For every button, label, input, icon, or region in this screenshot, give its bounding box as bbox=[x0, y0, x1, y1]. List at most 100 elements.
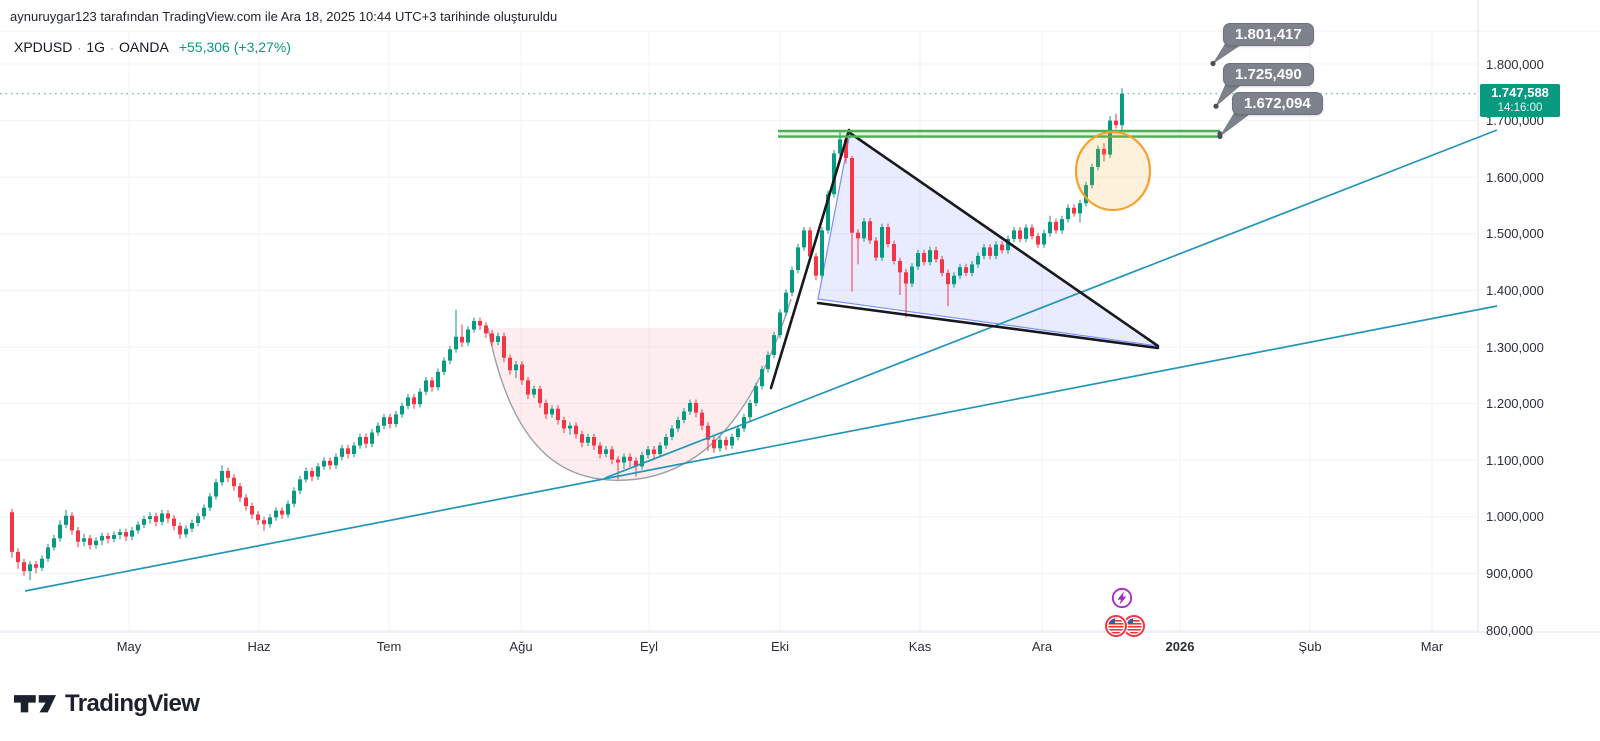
candle-body bbox=[364, 437, 368, 444]
flag-pole-line[interactable] bbox=[769, 128, 851, 390]
candle-body bbox=[286, 503, 290, 515]
callout-anchor-dot[interactable] bbox=[1213, 103, 1219, 109]
callout-anchor-dot[interactable] bbox=[1217, 133, 1223, 139]
symbol-title[interactable]: XPDUSD bbox=[14, 39, 73, 55]
callout-anchor-dot[interactable] bbox=[1210, 60, 1216, 67]
candle-body bbox=[268, 517, 272, 525]
cup-pattern-arc[interactable] bbox=[487, 298, 792, 481]
candle-body bbox=[664, 437, 668, 446]
candle-body bbox=[340, 448, 344, 457]
candle-body bbox=[1072, 207, 1076, 214]
price-target-callout[interactable]: 1.672,094 bbox=[1232, 92, 1323, 115]
cup-pattern-fill[interactable] bbox=[488, 328, 780, 481]
candle-body bbox=[856, 232, 860, 239]
candle-body bbox=[766, 354, 770, 369]
candle-body bbox=[70, 515, 74, 531]
candle-body bbox=[442, 360, 446, 372]
time-tick-label: Mar bbox=[1420, 639, 1444, 654]
candle-body bbox=[796, 247, 800, 270]
time-tick-label: Ara bbox=[1031, 639, 1053, 654]
symbol-legend[interactable]: XPDUSD · 1G · OANDA +55,306 (+3,27%) bbox=[14, 39, 291, 55]
candle-body bbox=[808, 230, 812, 257]
candle-body bbox=[652, 449, 656, 454]
candle-body bbox=[778, 312, 782, 336]
us-flag-event-icon[interactable] bbox=[1104, 614, 1128, 638]
price-tick-label: 800,000 bbox=[1486, 622, 1533, 638]
price-target-callout[interactable]: 1.725,490 bbox=[1223, 63, 1314, 86]
price-target-callout[interactable]: 1.801,417 bbox=[1223, 23, 1314, 46]
pennant-trend-line[interactable] bbox=[816, 301, 1160, 350]
candle-body bbox=[826, 194, 830, 231]
candle-body bbox=[904, 272, 908, 284]
price-tick-label: 1.600,000 bbox=[1486, 169, 1544, 185]
us-flag-art bbox=[1125, 617, 1143, 635]
tradingview-logo[interactable]: TradingView bbox=[14, 690, 200, 718]
resistance-band-fill bbox=[778, 131, 1220, 137]
pennant-trend-line[interactable] bbox=[848, 131, 1160, 348]
candle-body bbox=[130, 530, 134, 537]
candle-body bbox=[1078, 203, 1082, 214]
candle-body bbox=[94, 540, 98, 546]
price-tick-label: 1.500,000 bbox=[1486, 226, 1544, 242]
price-tick-label: 1.000,000 bbox=[1486, 509, 1544, 525]
candle-body bbox=[190, 523, 194, 529]
candle-body bbox=[616, 459, 620, 463]
time-tick-label: Tem bbox=[376, 639, 402, 654]
lightning-icon bbox=[1117, 591, 1127, 605]
candle-body bbox=[772, 335, 776, 355]
candle-body bbox=[400, 405, 404, 415]
candle-body bbox=[922, 253, 926, 263]
candle-body bbox=[256, 514, 260, 521]
candle-body bbox=[1060, 219, 1064, 231]
candle-body bbox=[880, 227, 884, 258]
trendline[interactable] bbox=[604, 129, 1498, 479]
time-tick-label: Eki bbox=[770, 639, 790, 654]
candle-body bbox=[748, 403, 752, 418]
candle-body bbox=[1042, 233, 1046, 245]
candle-body bbox=[1030, 227, 1034, 237]
candle-body bbox=[820, 230, 824, 276]
candle-body bbox=[208, 496, 212, 508]
candle-body bbox=[1120, 93, 1124, 126]
bar-countdown: 14:16:00 bbox=[1497, 102, 1543, 114]
exchange-label[interactable]: OANDA bbox=[119, 39, 169, 55]
candle-body bbox=[334, 456, 338, 466]
candle-body bbox=[412, 397, 416, 405]
candle-body bbox=[52, 538, 56, 548]
candle-body bbox=[1084, 185, 1088, 204]
candle-body bbox=[640, 455, 644, 467]
trendline[interactable] bbox=[24, 305, 1498, 592]
candle-body bbox=[112, 534, 116, 539]
legend-separator: · bbox=[77, 41, 82, 55]
candle-body bbox=[688, 403, 692, 412]
candle-body bbox=[940, 259, 944, 273]
candle-body bbox=[106, 536, 110, 539]
candle-body bbox=[862, 221, 866, 239]
candle-body bbox=[928, 250, 932, 263]
candle-body bbox=[532, 388, 536, 395]
candle-body bbox=[1114, 120, 1118, 126]
candle-body bbox=[1024, 227, 1028, 239]
candle-body bbox=[196, 516, 200, 523]
candle-body bbox=[868, 221, 872, 241]
candle-body bbox=[100, 536, 104, 541]
candle-body bbox=[388, 417, 392, 424]
breakout-highlight-circle[interactable] bbox=[1074, 130, 1152, 212]
interval-label[interactable]: 1G bbox=[86, 39, 106, 55]
candle-body bbox=[514, 364, 518, 371]
candle-body bbox=[916, 253, 920, 267]
candle-body bbox=[982, 247, 986, 256]
price-tick-label: 1.100,000 bbox=[1486, 452, 1544, 468]
candle-body bbox=[976, 255, 980, 265]
candle-body bbox=[580, 434, 584, 443]
price-tick-label: 1.800,000 bbox=[1486, 56, 1544, 72]
candle-body bbox=[328, 460, 332, 466]
candle-body bbox=[274, 510, 278, 518]
time-tick-label: Kas bbox=[908, 639, 932, 654]
candle-body bbox=[1048, 221, 1052, 234]
candle-body bbox=[310, 471, 314, 477]
candle-body bbox=[370, 432, 374, 444]
candle-body bbox=[220, 471, 224, 483]
candle-body bbox=[604, 449, 608, 454]
candle-body bbox=[142, 519, 146, 525]
